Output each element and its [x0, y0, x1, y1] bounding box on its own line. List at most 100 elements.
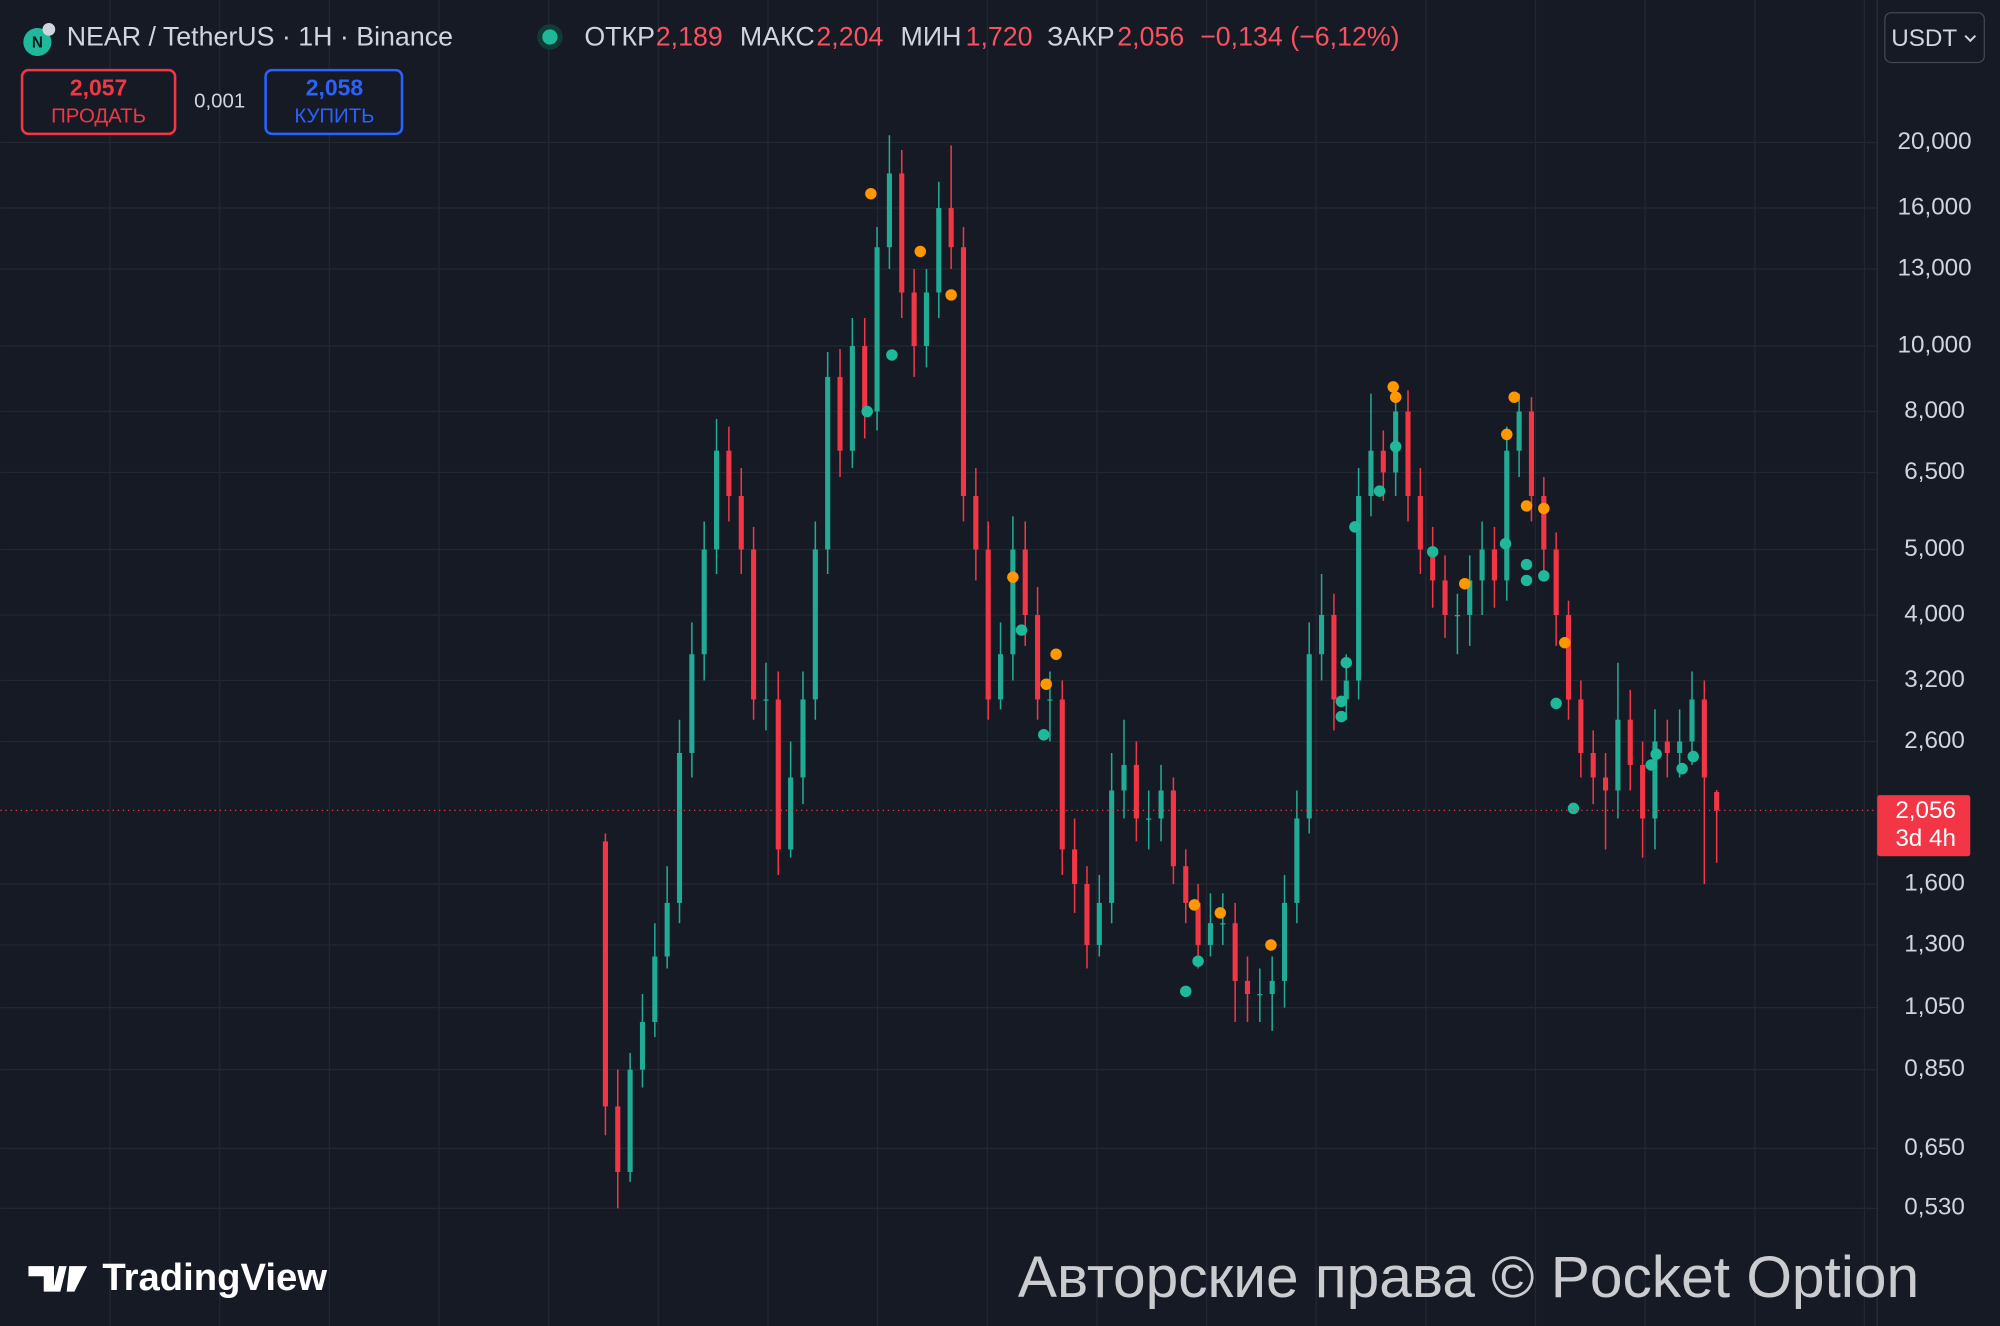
candle-body: [1615, 719, 1621, 791]
candle-body: [1244, 980, 1251, 994]
buy-button[interactable]: [264, 68, 404, 136]
countdown: 3d 4h: [1895, 825, 1956, 852]
candle-body: [1220, 923, 1226, 925]
sell-label[interactable]: ПРОДАТЬ: [51, 106, 146, 128]
candle-body: [1047, 699, 1053, 701]
y-tick-label: 0,650: [1904, 1134, 1965, 1161]
signal-marker: [1676, 762, 1688, 775]
signal-marker: [1459, 577, 1471, 590]
y-tick-label: 4,000: [1904, 600, 1965, 627]
signal-marker: [1550, 697, 1562, 710]
signal-marker: [1426, 546, 1439, 558]
signal-marker: [1335, 695, 1348, 708]
y-tick-label: 1,050: [1904, 993, 1965, 1020]
candle-body: [1627, 719, 1633, 765]
symbol-icon: [23, 28, 52, 57]
candle-body: [1430, 549, 1436, 581]
candle-body: [763, 699, 769, 701]
candle-body: [788, 777, 794, 850]
candle-body: [997, 654, 1004, 700]
signal-marker: [1050, 648, 1062, 660]
signal-marker: [1499, 537, 1512, 550]
stat-label: ОТКР: [584, 21, 655, 51]
candle-body: [1701, 699, 1707, 778]
buy-label[interactable]: КУПИТЬ: [294, 106, 374, 128]
candle-body: [1417, 495, 1423, 550]
candle-body: [936, 208, 942, 293]
stat-value: 2,189: [656, 21, 723, 51]
candle-body: [985, 549, 991, 700]
candle-body: [1158, 790, 1164, 819]
sell-price[interactable]: 2,057: [70, 74, 127, 100]
y-tick-label: 0,850: [1904, 1055, 1965, 1082]
candle-body: [1504, 450, 1510, 581]
candle-body: [1664, 741, 1670, 753]
candle-body: [676, 752, 683, 903]
candle-body: [1269, 980, 1275, 994]
buy-price[interactable]: 2,058: [306, 74, 364, 100]
candle-body: [886, 173, 892, 248]
candle-body: [615, 1106, 621, 1172]
candle-body: [911, 292, 917, 347]
signal-marker: [1645, 759, 1657, 771]
candle-body: [1677, 741, 1683, 753]
y-tick-label: 8,000: [1904, 397, 1965, 424]
currency-label[interactable]: USDT: [1891, 25, 1957, 52]
candle-body: [775, 699, 781, 850]
candle-body: [726, 450, 732, 496]
candle-body: [1096, 902, 1102, 945]
plot-area: [0, 0, 1878, 1326]
signal-marker: [1192, 955, 1204, 967]
candle-body: [1232, 923, 1238, 981]
candle-body: [1109, 790, 1115, 903]
status-dot: [542, 29, 558, 45]
y-tick-label: 6,500: [1904, 458, 1965, 485]
watermark: Авторские права © Pocket Option: [1018, 1245, 1919, 1310]
change: −0,134 (−6,12%): [1200, 21, 1399, 51]
tradingview-logo: TradingView: [102, 1256, 327, 1299]
signal-marker: [1501, 428, 1513, 441]
candle-body: [800, 699, 806, 778]
candle-body: [713, 450, 720, 550]
candle-body: [1565, 615, 1572, 700]
signal-marker: [1180, 985, 1192, 998]
candle-body: [1467, 580, 1473, 616]
chevron: [1964, 34, 1977, 43]
candle-body: [1479, 549, 1485, 581]
y-tick-label: 1,600: [1904, 869, 1965, 896]
signal-marker: [1340, 656, 1353, 669]
candle-body: [664, 902, 670, 957]
candle-body: [1146, 818, 1152, 820]
candle-body: [1170, 790, 1176, 867]
candle-body: [1578, 699, 1584, 753]
candle-body: [1035, 615, 1041, 700]
candle-body: [1368, 450, 1374, 496]
signal-marker: [1520, 574, 1533, 587]
tradingview-logo-mark: [28, 1266, 88, 1292]
stat-value: 1,720: [966, 21, 1033, 51]
candle-body: [738, 495, 744, 550]
signal-marker: [1349, 521, 1361, 533]
signal-marker: [1567, 802, 1580, 815]
candle-body: [1603, 777, 1609, 791]
currency-button[interactable]: [1884, 12, 1985, 64]
y-tick-label: 16,000: [1898, 193, 1972, 220]
sell-button[interactable]: [20, 68, 177, 136]
symbol-title: NEAR / TetherUS · 1H · Binance: [67, 21, 453, 51]
signal-marker: [1687, 750, 1699, 763]
y-tick-label: 20,000: [1898, 128, 1972, 155]
candle-body: [899, 173, 905, 293]
signal-marker: [1335, 710, 1348, 723]
candle-body: [1121, 764, 1127, 791]
signal-marker: [1265, 939, 1277, 951]
symbol-icon-badge: [42, 22, 56, 36]
symbol-icon-glyph: N: [32, 34, 43, 51]
candle-body: [812, 549, 818, 700]
candle-body: [1454, 615, 1460, 617]
candle-body: [1516, 411, 1522, 451]
candle-body: [1714, 791, 1720, 811]
stat-label: ЗАКР: [1047, 21, 1114, 51]
y-tick-label: 5,000: [1904, 535, 1965, 562]
candle-body: [849, 346, 855, 451]
